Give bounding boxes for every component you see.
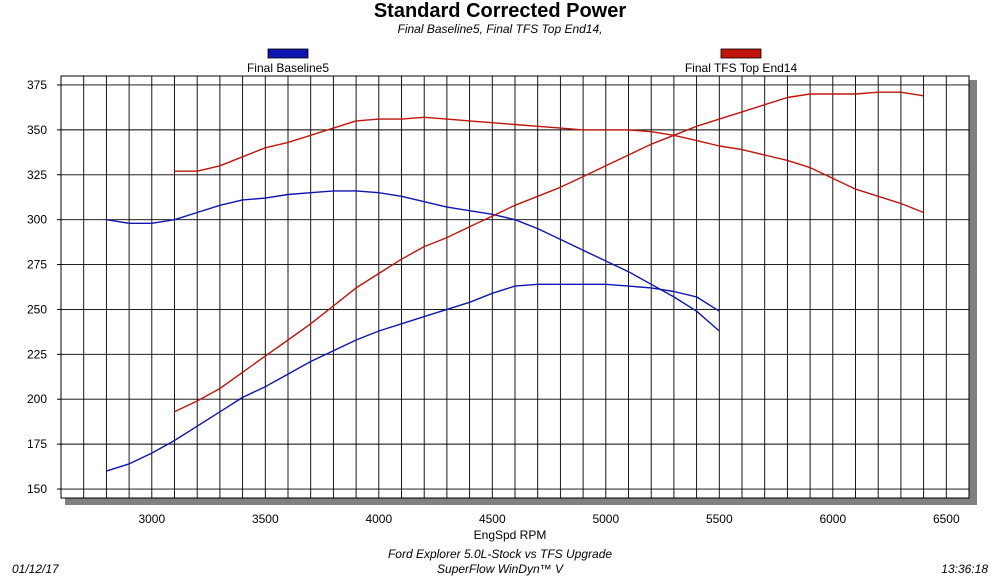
y-tick-label: 175 — [27, 437, 47, 451]
footer-software: SuperFlow WinDyn™ V — [437, 562, 563, 576]
y-tick-label: 350 — [27, 123, 47, 137]
footer-description: Ford Explorer 5.0L-Stock vs TFS Upgrade — [387, 547, 613, 561]
x-tick-label: 3000 — [138, 512, 165, 526]
x-tick-label: 6500 — [933, 512, 960, 526]
chart-title: Standard Corrected Power — [373, 0, 627, 22]
y-tick-label: 250 — [27, 302, 47, 316]
grid-lines — [61, 76, 969, 498]
series-line-baseline-2 — [106, 283, 720, 472]
y-tick-label: 225 — [27, 347, 47, 361]
x-tick-labels: 3000 3500 4000 4500 5000 5500 6000 6500 — [138, 512, 960, 526]
footer-time: 13:36:18 — [941, 562, 988, 576]
series-line-tfs-1 — [174, 116, 924, 214]
series-lines — [106, 91, 924, 472]
x-tick-label: 5500 — [706, 512, 733, 526]
x-tick-label: 4000 — [365, 512, 392, 526]
x-axis-label: EngSpd RPM — [474, 528, 547, 542]
legend-label-baseline: Final Baseline5 — [247, 61, 329, 75]
y-tick-label: 375 — [27, 78, 47, 92]
y-tick-labels: 150 175 200 225 250 275 300 325 350 375 — [27, 78, 61, 496]
x-tick-label: 3500 — [252, 512, 279, 526]
series-line-tfs-2 — [174, 91, 924, 413]
legend-swatch-tfs — [720, 48, 762, 59]
x-tick-label: 5000 — [592, 512, 619, 526]
y-tick-label: 300 — [27, 213, 47, 227]
chart-subtitle: Final Baseline5, Final TFS Top End14, — [397, 22, 603, 36]
series-line-baseline-1 — [106, 190, 720, 332]
footer-date: 01/12/17 — [12, 562, 59, 576]
legend-swatch-baseline — [267, 48, 309, 59]
y-tick-label: 150 — [27, 482, 47, 496]
x-tick-label: 6000 — [819, 512, 846, 526]
legend-label-tfs: Final TFS Top End14 — [685, 61, 798, 75]
y-tick-label: 275 — [27, 258, 47, 272]
y-tick-label: 200 — [27, 392, 47, 406]
x-tick-label: 4500 — [479, 512, 506, 526]
y-tick-label: 325 — [27, 168, 47, 182]
